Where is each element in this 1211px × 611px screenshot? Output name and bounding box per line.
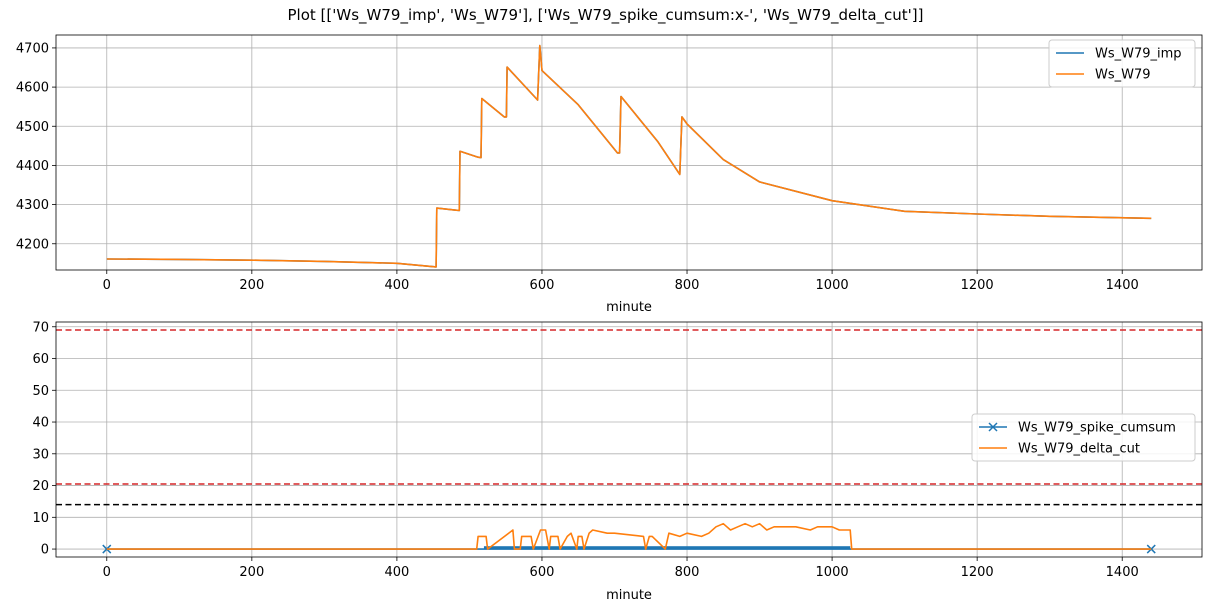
ws-w79-spike-cumsum-marker-band <box>483 546 851 550</box>
x-tick-label: 200 <box>239 565 264 580</box>
y-tick-label: 50 <box>32 384 49 399</box>
y-tick-label: 40 <box>32 416 49 431</box>
y-tick-label: 4500 <box>16 120 49 135</box>
x-tick-label: 0 <box>103 565 111 580</box>
y-tick-label: 70 <box>32 320 49 335</box>
legend-box <box>971 413 1196 462</box>
ws-w79-spike-cumsum-marker <box>1146 544 1156 554</box>
y-tick-label: 4300 <box>16 198 49 213</box>
plot-area <box>56 329 1202 554</box>
y-tick-label: 4200 <box>16 237 49 252</box>
legend-label-ws-w79: Ws_W79 <box>1095 68 1151 83</box>
legend-marker-ws-w79-spike-cumsum <box>988 422 998 432</box>
ws-w79-line <box>106 44 1152 268</box>
y-tick-label: 10 <box>32 511 49 526</box>
y-tick-label: 0 <box>41 543 49 558</box>
legend-label-ws-w79-imp: Ws_W79_imp <box>1095 47 1182 62</box>
axes-frame <box>55 34 1203 271</box>
x-tick-label: 600 <box>530 278 555 293</box>
y-tick-label: 4700 <box>16 41 49 56</box>
x-tick-label: 400 <box>384 278 409 293</box>
ws-w79-imp-line <box>106 44 1152 268</box>
x-tick-label: 1000 <box>816 565 849 580</box>
x-axis-label: minute <box>606 588 652 603</box>
figure-title: Plot [['Ws_W79_imp', 'Ws_W79'], ['Ws_W79… <box>287 6 924 24</box>
y-tick-label: 20 <box>32 479 49 494</box>
legend-box <box>1048 39 1196 88</box>
ws-w79-delta-cut-line <box>106 522 1152 550</box>
y-tick-label: 60 <box>32 352 49 367</box>
x-axis-label: minute <box>606 300 652 315</box>
x-tick-label: 800 <box>675 278 700 293</box>
top-chart: 0 200 400 600 800 1000 1200 1400 4200 4300 4400 450… <box>16 34 1203 315</box>
x-tick-label: 800 <box>675 565 700 580</box>
x-tick-label: 1400 <box>1106 565 1139 580</box>
x-tick-label: 600 <box>530 565 555 580</box>
legend-label-ws-w79-spike-cumsum: Ws_W79_spike_cumsum <box>1018 421 1176 436</box>
x-tick-label: 1200 <box>961 278 994 293</box>
y-tick-label: 4600 <box>16 81 49 96</box>
x-tick-label: 1200 <box>961 565 994 580</box>
y-tick-label: 4400 <box>16 159 49 174</box>
x-tick-label: 0 <box>103 278 111 293</box>
legend-label-ws-w79-delta-cut: Ws_W79_delta_cut <box>1018 442 1140 457</box>
ws-w79-spike-cumsum-marker <box>102 544 112 554</box>
y-tick-label: 30 <box>32 447 49 462</box>
x-tick-label: 1000 <box>816 278 849 293</box>
x-tick-label: 400 <box>384 565 409 580</box>
x-tick-label: 200 <box>239 278 264 293</box>
x-tick-label: 1400 <box>1106 278 1139 293</box>
plot-area <box>106 44 1152 268</box>
axes-frame <box>55 321 1203 558</box>
